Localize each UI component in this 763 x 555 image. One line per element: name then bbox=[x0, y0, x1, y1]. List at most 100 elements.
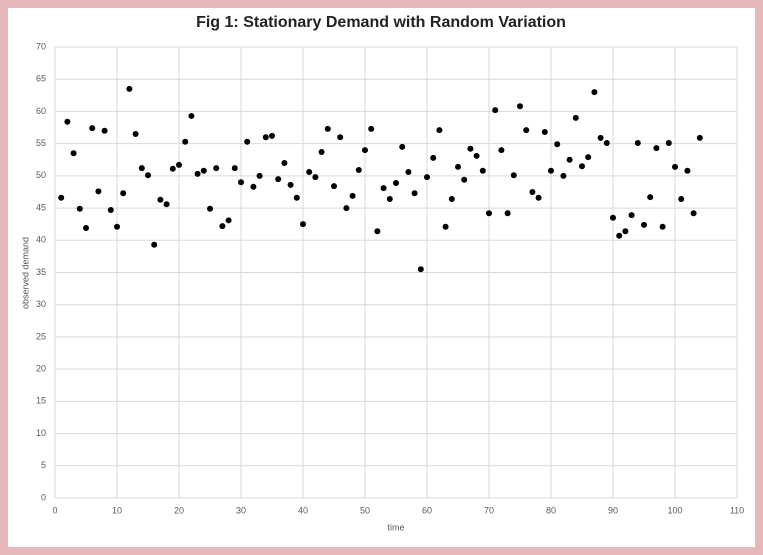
y-tick-label: 65 bbox=[36, 74, 46, 84]
data-point bbox=[281, 159, 288, 166]
x-tick-label: 10 bbox=[112, 505, 122, 515]
data-point bbox=[467, 145, 474, 152]
data-point bbox=[188, 112, 195, 119]
x-tick-label: 80 bbox=[546, 505, 556, 515]
data-point bbox=[610, 214, 616, 221]
data-point bbox=[405, 168, 412, 175]
data-point bbox=[585, 154, 592, 161]
data-point bbox=[535, 194, 542, 201]
data-point bbox=[318, 149, 325, 156]
data-point bbox=[448, 196, 455, 203]
data-point bbox=[628, 212, 635, 219]
data-point bbox=[504, 210, 511, 217]
data-point bbox=[176, 161, 182, 168]
data-point bbox=[529, 188, 536, 195]
y-tick-label: 20 bbox=[36, 364, 46, 374]
data-point bbox=[603, 139, 610, 146]
data-point bbox=[58, 194, 65, 201]
data-point bbox=[244, 138, 251, 145]
data-point bbox=[169, 165, 176, 172]
y-tick-label: 55 bbox=[36, 138, 46, 148]
data-point bbox=[659, 223, 666, 230]
data-point bbox=[324, 125, 331, 132]
x-tick-label: 60 bbox=[422, 505, 432, 515]
data-point bbox=[622, 228, 629, 235]
data-point bbox=[126, 85, 133, 92]
data-point bbox=[696, 134, 703, 141]
data-point bbox=[486, 210, 492, 217]
y-tick-label: 5 bbox=[41, 460, 46, 470]
data-point bbox=[455, 163, 461, 170]
data-point bbox=[368, 125, 375, 132]
data-point bbox=[461, 176, 468, 183]
data-point bbox=[287, 181, 294, 188]
data-point bbox=[312, 174, 319, 181]
data-point bbox=[442, 223, 449, 230]
data-point bbox=[641, 221, 647, 228]
data-point bbox=[256, 172, 263, 179]
data-point bbox=[138, 165, 145, 172]
chart-title: Fig 1: Stationary Demand with Random Var… bbox=[196, 14, 566, 31]
x-tick-label: 0 bbox=[52, 505, 57, 515]
y-tick-label: 0 bbox=[41, 492, 46, 502]
data-point bbox=[541, 129, 548, 136]
y-axis-label: observed demand bbox=[20, 237, 30, 309]
data-point bbox=[219, 223, 226, 230]
y-tick-label: 50 bbox=[36, 170, 46, 180]
data-point bbox=[83, 225, 89, 232]
data-point bbox=[194, 170, 201, 177]
data-point bbox=[399, 143, 406, 150]
y-tick-label: 30 bbox=[36, 299, 46, 309]
x-tick-label: 70 bbox=[484, 505, 494, 515]
data-point bbox=[107, 207, 114, 214]
data-point bbox=[151, 241, 158, 248]
data-point bbox=[690, 210, 697, 217]
data-point bbox=[678, 196, 685, 203]
data-point bbox=[436, 127, 443, 134]
data-point bbox=[76, 205, 83, 212]
chart-area bbox=[8, 8, 755, 547]
data-point bbox=[213, 165, 220, 172]
data-point bbox=[114, 223, 120, 230]
data-point bbox=[566, 156, 573, 163]
data-point bbox=[163, 201, 170, 208]
data-point bbox=[560, 172, 567, 179]
data-point bbox=[70, 150, 77, 157]
data-point bbox=[293, 194, 300, 201]
x-tick-label: 50 bbox=[360, 505, 370, 515]
data-point bbox=[473, 152, 480, 159]
y-tick-label: 35 bbox=[36, 267, 46, 277]
data-point bbox=[430, 154, 437, 161]
x-axis-label: time bbox=[387, 522, 404, 532]
data-point bbox=[101, 127, 108, 134]
data-point bbox=[306, 168, 313, 175]
data-point bbox=[616, 232, 623, 239]
data-point bbox=[591, 89, 598, 96]
data-point bbox=[157, 196, 164, 203]
data-point bbox=[132, 130, 139, 137]
data-point bbox=[597, 134, 604, 141]
x-tick-label: 30 bbox=[236, 505, 246, 515]
data-point bbox=[374, 228, 381, 235]
data-point bbox=[498, 147, 505, 154]
x-tick-label: 40 bbox=[298, 505, 308, 515]
y-tick-label: 10 bbox=[36, 428, 46, 438]
data-point bbox=[479, 167, 486, 174]
data-point bbox=[393, 179, 399, 186]
data-point bbox=[275, 176, 282, 183]
data-point bbox=[250, 183, 257, 190]
data-point bbox=[225, 217, 232, 224]
data-point bbox=[554, 141, 561, 148]
data-point bbox=[665, 139, 672, 146]
data-point bbox=[510, 172, 517, 179]
data-point bbox=[647, 194, 654, 201]
data-point bbox=[269, 132, 275, 139]
data-point bbox=[672, 163, 678, 170]
data-point bbox=[300, 221, 306, 228]
x-tick-label: 100 bbox=[667, 505, 682, 515]
data-point bbox=[417, 266, 424, 273]
data-point bbox=[343, 205, 350, 212]
data-point bbox=[238, 179, 244, 186]
